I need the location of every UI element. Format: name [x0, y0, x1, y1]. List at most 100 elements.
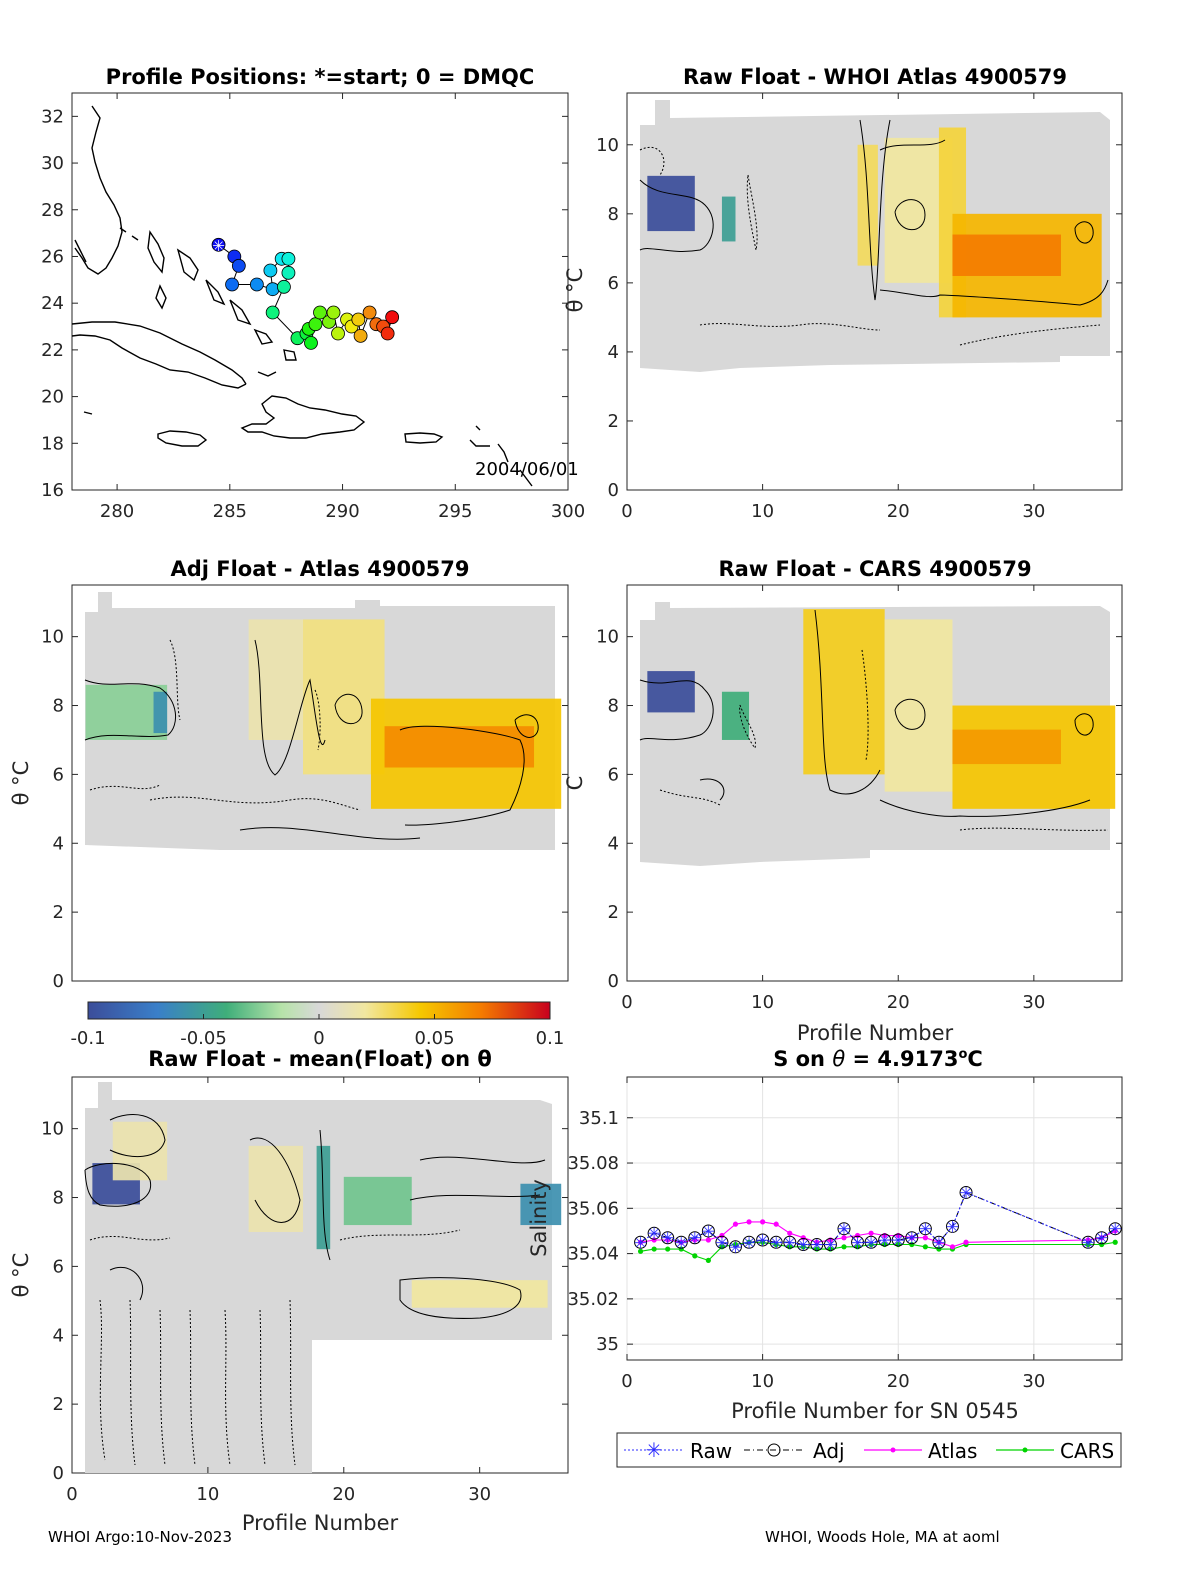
- point-cars: [665, 1246, 671, 1252]
- point-adj: [661, 1231, 675, 1245]
- anomaly-cell: [248, 1145, 304, 1232]
- point-raw: ✳: [742, 1233, 755, 1252]
- y-tick-label: 2: [608, 902, 619, 923]
- y-tick-label: 2: [608, 411, 619, 432]
- anomaly-cell: [384, 726, 535, 768]
- colorbar-tick-label: 0.05: [414, 1028, 454, 1049]
- point-atlas: [746, 1219, 752, 1225]
- x-tick-label: 280: [100, 501, 134, 522]
- y-tick-label: 35.04: [567, 1244, 619, 1265]
- point-adj: [701, 1224, 715, 1238]
- y-tick-label: 22: [41, 340, 64, 361]
- bahamas-7: [283, 349, 297, 361]
- legend-cars-marker: [1022, 1447, 1028, 1453]
- anomaly-cell: [721, 196, 736, 242]
- raw-mean-title: Raw Float - mean(Float) on θ: [148, 1047, 492, 1071]
- y-tick-label: 8: [53, 1188, 64, 1209]
- point-raw: ✳: [837, 1220, 850, 1239]
- cuba-south: [72, 334, 247, 389]
- adj-atlas-anomalies: [85, 619, 562, 809]
- point-atlas: [868, 1230, 874, 1236]
- raw-mean-anomalies: [92, 1121, 562, 1308]
- x-tick-label: 10: [751, 1371, 774, 1392]
- legend-raw-marker: ✳: [646, 1438, 663, 1462]
- legend-atlas-label: Atlas: [928, 1439, 977, 1463]
- point-raw: ✳: [824, 1236, 837, 1255]
- legend-raw-label: Raw: [690, 1439, 732, 1463]
- point-adj: [1095, 1231, 1109, 1245]
- point-adj: [837, 1222, 851, 1236]
- anomaly-cell: [803, 609, 885, 775]
- point-cars: [868, 1241, 874, 1248]
- bahamas-3: [155, 284, 167, 310]
- point-atlas: [814, 1239, 820, 1245]
- profile-position-marker: [265, 305, 280, 320]
- y-tick-label: 35.1: [579, 1108, 619, 1129]
- series-line-adj: [640, 1191, 1116, 1248]
- start-marker: ✳: [212, 237, 225, 255]
- x-tick-label: 295: [438, 501, 472, 522]
- profile-position-marker: [231, 258, 246, 273]
- profile-position-marker: [249, 277, 264, 292]
- point-raw: ✳: [851, 1233, 864, 1252]
- point-adj: [918, 1222, 932, 1236]
- raw-mean-ticks: 0 10 20 30 0 2 4 6 8 10: [41, 1077, 568, 1505]
- x-tick-label: 20: [887, 501, 910, 522]
- raw-cars-contours: [639, 609, 1109, 831]
- float-track: ✳: [211, 237, 400, 350]
- point-raw: ✳: [783, 1233, 796, 1252]
- point-atlas: [963, 1239, 969, 1245]
- anomaly-cell: [647, 671, 695, 713]
- point-raw: ✳: [647, 1224, 660, 1243]
- salinity-xlabel: Profile Number for SN 0545: [731, 1399, 1019, 1423]
- profile-position-marker: [326, 305, 341, 320]
- y-tick-label: 6: [608, 764, 619, 785]
- x-tick-label: 285: [213, 501, 247, 522]
- point-raw: ✳: [864, 1233, 877, 1252]
- raw-mean-ylabel: θ °C: [9, 1253, 33, 1298]
- adj-atlas-ylabel: θ °C: [9, 761, 33, 806]
- raw-cars-panel: Raw Float - CARS 4900579 0 10 20 300246810 …: [563, 557, 1123, 1045]
- profile-position-marker: [351, 312, 366, 327]
- raw-whoi-field: [639, 100, 1110, 372]
- raw-whoi-title: Raw Float - WHOI Atlas 4900579: [683, 65, 1067, 89]
- raw-cars-ylabel-fragment: C: [563, 776, 587, 791]
- point-atlas: [922, 1235, 928, 1241]
- legend-cars-label: CARS: [1060, 1439, 1114, 1463]
- point-raw: ✳: [797, 1236, 810, 1255]
- x-tick-label: 30: [468, 1484, 491, 1505]
- raw-whoi-panel: Raw Float - WHOI Atlas 4900579 0 10 20 30 0 2…: [563, 65, 1123, 522]
- point-raw: ✳: [1095, 1229, 1108, 1248]
- point-raw: ✳: [1081, 1233, 1094, 1252]
- anomaly-cell: [647, 175, 695, 232]
- y-tick-label: 0: [53, 1463, 64, 1484]
- point-atlas: [949, 1244, 956, 1250]
- salinity-title: S on θ = 4.9173oC: [773, 1047, 983, 1071]
- x-tick-label: 20: [887, 1371, 910, 1392]
- x-tick-label: 10: [196, 1484, 219, 1505]
- bahamas-1: [147, 230, 165, 274]
- florida-coast: [74, 105, 123, 275]
- salinity-legend: ✳ Raw Adj Atlas CARS: [616, 1432, 1122, 1468]
- point-atlas: [732, 1221, 739, 1227]
- anomaly-cell: [721, 691, 750, 740]
- point-raw: ✳: [715, 1233, 728, 1252]
- colorbar-tick-label: 0.1: [536, 1028, 565, 1049]
- anomaly-cell: [884, 619, 953, 792]
- puerto-rico: [404, 432, 444, 444]
- point-raw: ✳: [905, 1229, 918, 1248]
- point-cars: [800, 1244, 806, 1250]
- profile-position-marker: [211, 237, 226, 252]
- bahamas-2: [176, 248, 199, 282]
- legend-adj-label: Adj: [813, 1439, 845, 1463]
- point-adj: [905, 1231, 919, 1245]
- salinity-title-degree: o: [958, 1047, 967, 1062]
- raw-mean-field: [84, 1082, 562, 1473]
- anomaly-cell: [520, 1183, 562, 1226]
- x-tick-label: 0: [66, 1484, 77, 1505]
- legend-atlas: Atlas: [864, 1439, 977, 1463]
- y-tick-label: 30: [41, 153, 64, 174]
- salinity-axes: [626, 1076, 1123, 1361]
- profile-position-marker: [380, 326, 395, 341]
